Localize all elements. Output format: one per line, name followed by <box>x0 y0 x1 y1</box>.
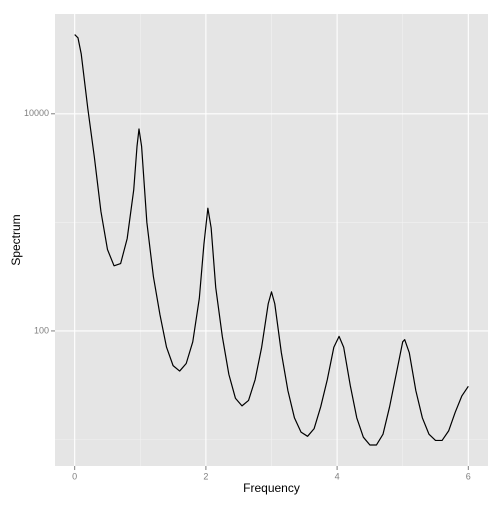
line <box>74 34 469 446</box>
y-axis-title: Spectrum <box>9 214 23 265</box>
y-tick-label: 10000 <box>24 108 49 118</box>
x-tick-label: 6 <box>466 471 471 481</box>
x-tick-label: 0 <box>72 471 77 481</box>
x-axis-title: Frequency <box>243 481 300 495</box>
y-tick-label: 100 <box>34 325 49 335</box>
x-tick-label: 2 <box>203 471 208 481</box>
x-tick-label: 4 <box>335 471 340 481</box>
